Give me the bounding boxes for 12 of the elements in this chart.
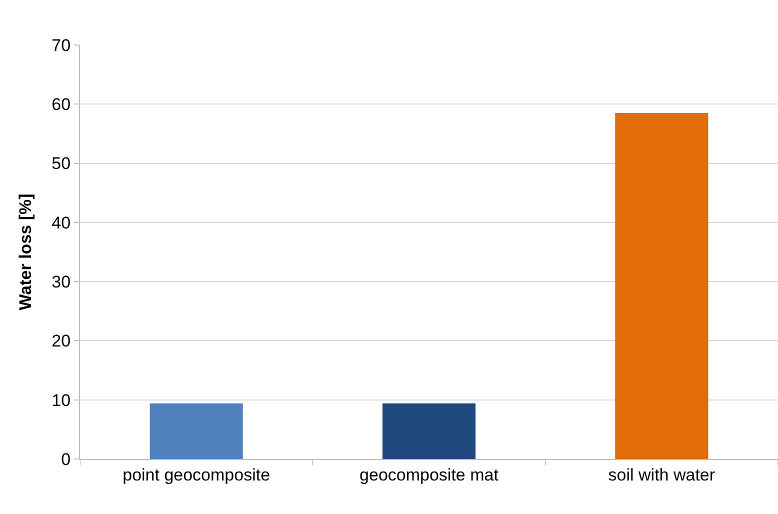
- y-tick-label: 60: [52, 95, 71, 114]
- y-tick-label: 10: [52, 390, 71, 410]
- y-tick-label: 70: [52, 36, 71, 55]
- x-tick-label: soil with water: [608, 465, 716, 484]
- y-tick-label: 0: [61, 450, 71, 469]
- y-axis-title: Water loss [%]: [16, 194, 36, 310]
- y-tick-label: 50: [52, 154, 71, 174]
- y-tick-label: 30: [52, 272, 71, 292]
- x-tick-label: point geocomposite: [122, 465, 270, 484]
- x-tick-label: geocomposite mat: [360, 465, 499, 484]
- y-tick-label: 20: [52, 332, 71, 351]
- y-tick-label: 40: [52, 213, 71, 232]
